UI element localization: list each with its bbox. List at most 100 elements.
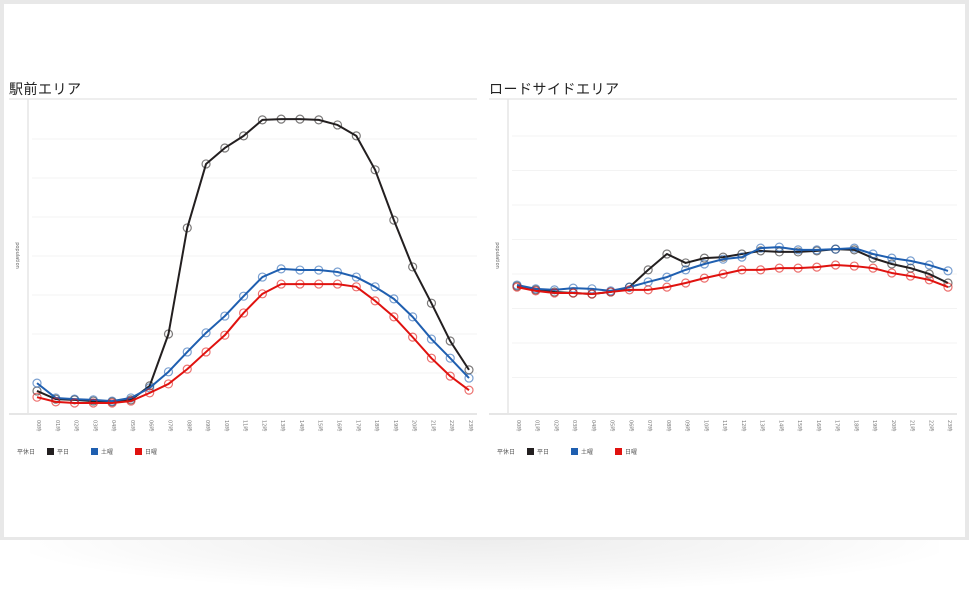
data-point-marker[interactable] — [389, 312, 399, 322]
data-point-marker[interactable] — [718, 254, 728, 264]
data-point-marker[interactable] — [905, 256, 916, 266]
data-point-marker[interactable] — [239, 308, 249, 318]
data-point-marker[interactable] — [182, 364, 192, 374]
data-point-marker[interactable] — [220, 311, 230, 321]
data-point-marker[interactable] — [32, 392, 42, 402]
data-point-marker[interactable] — [163, 379, 174, 389]
data-point-marker[interactable] — [257, 115, 267, 125]
data-point-marker[interactable] — [464, 385, 474, 395]
data-point-marker[interactable] — [849, 243, 859, 253]
legend-item-saturday[interactable]: 土曜 — [91, 447, 113, 456]
data-point-marker[interactable] — [163, 367, 174, 377]
data-point-marker[interactable] — [624, 285, 635, 295]
data-point-marker[interactable] — [512, 282, 522, 292]
data-point-marker[interactable] — [887, 268, 897, 278]
data-point-marker[interactable] — [332, 279, 343, 289]
data-point-marker[interactable] — [849, 261, 859, 271]
data-point-marker[interactable] — [662, 282, 672, 292]
data-point-marker[interactable] — [756, 265, 766, 275]
data-point-marker[interactable] — [220, 143, 230, 153]
data-point-marker[interactable] — [793, 263, 803, 273]
data-point-marker[interactable] — [643, 285, 653, 295]
data-point-marker[interactable] — [276, 114, 286, 124]
data-point-marker[interactable] — [295, 114, 305, 124]
data-point-marker[interactable] — [332, 267, 343, 277]
data-point-marker[interactable] — [868, 249, 878, 259]
data-point-marker[interactable] — [699, 259, 709, 269]
data-point-marker[interactable] — [812, 245, 822, 255]
data-point-marker[interactable] — [163, 329, 174, 339]
data-point-marker[interactable] — [88, 398, 98, 408]
data-point-marker[interactable] — [812, 262, 822, 272]
data-point-marker[interactable] — [257, 289, 267, 299]
data-point-marker[interactable] — [756, 243, 766, 253]
data-point-marker[interactable] — [445, 371, 455, 381]
data-point-marker[interactable] — [276, 279, 286, 289]
data-point-marker[interactable] — [737, 252, 747, 262]
data-point-marker[interactable] — [314, 279, 324, 289]
data-point-marker[interactable] — [239, 291, 249, 301]
data-point-marker[interactable] — [370, 296, 380, 306]
data-point-marker[interactable] — [351, 272, 361, 282]
data-point-marker[interactable] — [943, 282, 953, 292]
data-point-marker[interactable] — [126, 396, 136, 406]
data-point-marker[interactable] — [145, 388, 155, 398]
data-point-marker[interactable] — [182, 223, 192, 233]
data-point-marker[interactable] — [587, 289, 597, 299]
legend-item-weekday[interactable]: 平日 — [47, 447, 69, 456]
data-point-marker[interactable] — [69, 398, 80, 408]
data-point-marker[interactable] — [239, 131, 249, 141]
data-point-marker[interactable] — [201, 159, 211, 169]
data-point-marker[interactable] — [201, 328, 211, 338]
data-point-marker[interactable] — [51, 397, 61, 407]
data-point-marker[interactable] — [445, 336, 455, 346]
data-point-marker[interactable] — [662, 249, 672, 259]
data-point-marker[interactable] — [389, 215, 399, 225]
data-point-marker[interactable] — [624, 282, 635, 292]
data-point-marker[interactable] — [389, 294, 399, 304]
data-point-marker[interactable] — [408, 332, 418, 342]
data-point-marker[interactable] — [699, 273, 709, 283]
data-point-marker[interactable] — [830, 260, 841, 270]
data-point-marker[interactable] — [351, 131, 361, 141]
data-point-marker[interactable] — [276, 264, 286, 274]
data-point-marker[interactable] — [426, 353, 437, 363]
data-point-marker[interactable] — [681, 278, 691, 288]
data-point-marker[interactable] — [681, 258, 691, 268]
data-point-marker[interactable] — [774, 242, 784, 252]
data-point-marker[interactable] — [924, 260, 934, 270]
data-point-marker[interactable] — [426, 298, 437, 308]
data-point-marker[interactable] — [568, 288, 578, 298]
data-point-marker[interactable] — [295, 265, 305, 275]
data-point-marker[interactable] — [887, 253, 897, 263]
data-point-marker[interactable] — [332, 120, 343, 130]
data-point-marker[interactable] — [774, 263, 784, 273]
data-point-marker[interactable] — [718, 269, 728, 279]
data-point-marker[interactable] — [737, 265, 747, 275]
data-point-marker[interactable] — [426, 334, 437, 344]
legend-item-weekday[interactable]: 平日 — [527, 447, 549, 456]
data-point-marker[interactable] — [924, 275, 934, 285]
data-point-marker[interactable] — [905, 271, 916, 281]
data-point-marker[interactable] — [464, 373, 474, 383]
data-point-marker[interactable] — [314, 265, 324, 275]
data-point-marker[interactable] — [370, 282, 380, 292]
data-point-marker[interactable] — [943, 266, 953, 276]
data-point-marker[interactable] — [606, 287, 616, 297]
data-point-marker[interactable] — [201, 347, 211, 357]
data-point-marker[interactable] — [370, 165, 380, 175]
data-point-marker[interactable] — [295, 279, 305, 289]
data-point-marker[interactable] — [793, 245, 803, 255]
data-point-marker[interactable] — [182, 347, 192, 357]
data-point-marker[interactable] — [220, 330, 230, 340]
legend-item-sunday[interactable]: 日曜 — [135, 447, 157, 456]
legend-item-sunday[interactable]: 日曜 — [615, 447, 637, 456]
data-point-marker[interactable] — [32, 378, 42, 388]
data-point-marker[interactable] — [699, 253, 709, 263]
data-point-marker[interactable] — [531, 286, 541, 296]
data-point-marker[interactable] — [868, 263, 878, 273]
data-point-marker[interactable] — [549, 288, 560, 298]
data-point-marker[interactable] — [408, 312, 418, 322]
data-point-marker[interactable] — [408, 262, 418, 272]
data-point-marker[interactable] — [830, 244, 841, 254]
